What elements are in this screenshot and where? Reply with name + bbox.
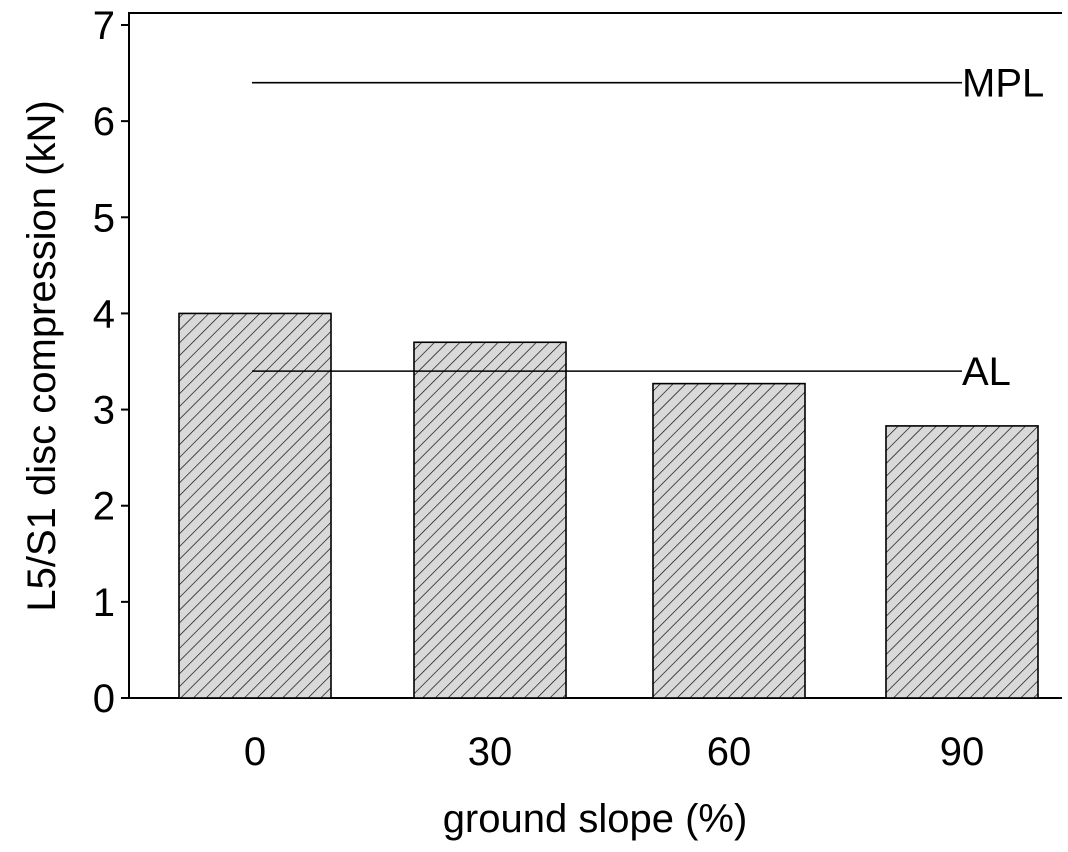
- reference-label-al: AL: [962, 350, 1011, 394]
- bar-90: [885, 425, 1039, 699]
- reference-label-mpl: MPL: [962, 62, 1044, 106]
- bars: [178, 312, 1039, 699]
- reference-lines: MPL AL: [252, 62, 1044, 394]
- x-tick-label: 0: [244, 730, 266, 774]
- y-tick-label: 6: [93, 100, 115, 144]
- y-tick-label: 7: [93, 4, 115, 48]
- y-axis-title: L5/S1 disc compression (kN): [20, 100, 64, 611]
- y-tick-label: 2: [93, 485, 115, 529]
- y-tick-label: 4: [93, 292, 115, 336]
- x-axis: 0 30 60 90: [244, 730, 984, 774]
- x-tick-label: 30: [468, 730, 513, 774]
- y-tick-label: 0: [93, 677, 115, 721]
- y-tick-label: 3: [93, 389, 115, 433]
- x-axis-title: ground slope (%): [443, 797, 748, 841]
- x-tick-label: 60: [707, 730, 752, 774]
- y-axis: 0 1 2 3 4 5 6 7: [93, 4, 129, 721]
- axis-frame: [128, 12, 1062, 699]
- bar-30: [413, 341, 567, 699]
- bar-60: [652, 382, 806, 699]
- bar-0: [178, 312, 332, 699]
- y-tick-label: 5: [93, 196, 115, 240]
- x-tick-label: 90: [940, 730, 985, 774]
- y-tick-label: 1: [93, 581, 115, 625]
